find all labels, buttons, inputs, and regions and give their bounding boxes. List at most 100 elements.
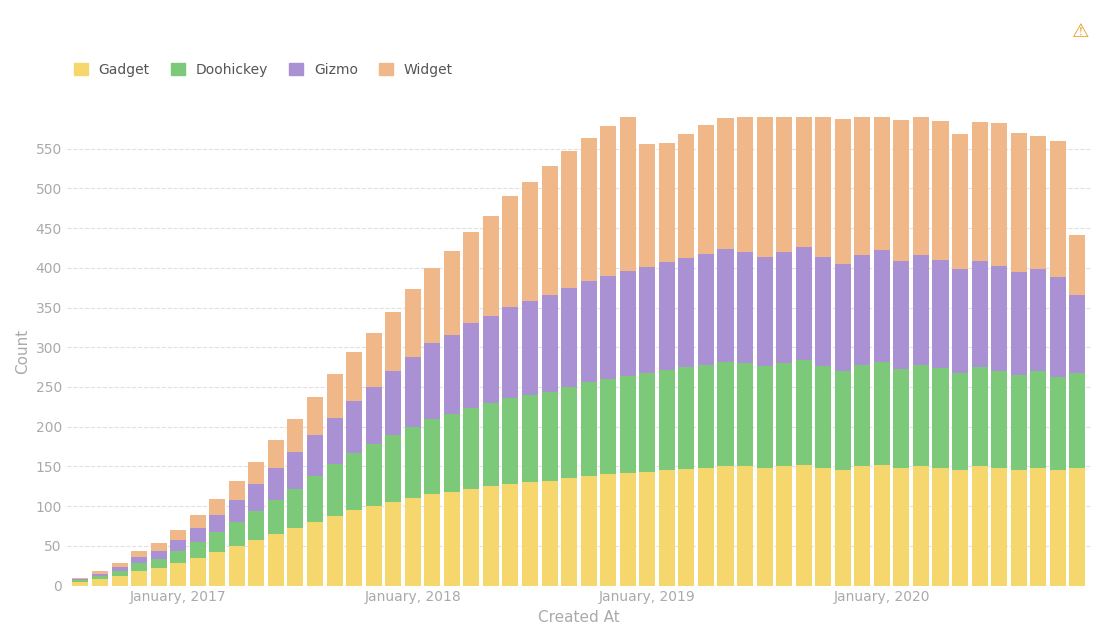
Bar: [601, 276, 616, 379]
Bar: [639, 374, 656, 472]
Bar: [229, 546, 244, 586]
Bar: [425, 419, 440, 494]
Bar: [346, 401, 362, 453]
Bar: [366, 333, 382, 387]
Bar: [757, 114, 773, 257]
Bar: [737, 467, 753, 586]
Bar: [659, 470, 675, 586]
Bar: [92, 579, 108, 586]
Bar: [639, 267, 656, 374]
Bar: [112, 563, 127, 567]
Bar: [132, 552, 147, 557]
Bar: [971, 122, 988, 260]
Bar: [854, 467, 870, 586]
Bar: [815, 366, 832, 468]
Bar: [581, 382, 596, 476]
Bar: [132, 572, 147, 586]
Bar: [1070, 372, 1085, 468]
Bar: [639, 144, 656, 267]
Bar: [835, 371, 851, 470]
Bar: [288, 489, 303, 529]
Bar: [483, 486, 499, 586]
Bar: [581, 476, 596, 586]
Bar: [249, 461, 264, 484]
Bar: [659, 262, 675, 371]
Bar: [112, 576, 127, 586]
Bar: [698, 365, 714, 468]
Bar: [619, 271, 636, 376]
Bar: [776, 363, 792, 467]
Bar: [932, 368, 949, 468]
Bar: [894, 468, 909, 586]
Bar: [112, 572, 127, 576]
Bar: [952, 269, 968, 374]
Bar: [190, 527, 206, 542]
Bar: [991, 371, 1008, 468]
Bar: [444, 414, 460, 492]
Bar: [678, 257, 695, 367]
Bar: [1011, 272, 1026, 375]
Bar: [718, 249, 733, 362]
Bar: [522, 483, 538, 586]
Bar: [307, 397, 323, 435]
Bar: [698, 253, 714, 365]
Bar: [150, 550, 167, 559]
Bar: [542, 166, 557, 295]
Bar: [795, 360, 812, 465]
Bar: [639, 472, 656, 586]
Bar: [366, 444, 382, 506]
Bar: [1070, 295, 1085, 372]
Bar: [718, 467, 733, 586]
Bar: [170, 563, 186, 586]
Bar: [366, 387, 382, 444]
Bar: [522, 182, 538, 301]
Bar: [346, 453, 362, 510]
Bar: [561, 478, 577, 586]
Bar: [912, 365, 929, 467]
Bar: [815, 257, 832, 366]
Bar: [601, 379, 616, 474]
Bar: [581, 280, 596, 382]
Bar: [737, 252, 753, 363]
Bar: [229, 500, 244, 522]
Bar: [991, 266, 1008, 371]
Bar: [502, 484, 519, 586]
Bar: [502, 307, 519, 398]
Bar: [1070, 236, 1085, 295]
Bar: [912, 467, 929, 586]
Bar: [971, 467, 988, 586]
Bar: [795, 108, 812, 247]
Bar: [229, 481, 244, 500]
Bar: [463, 323, 479, 408]
Bar: [659, 371, 675, 470]
Bar: [170, 530, 186, 540]
Bar: [73, 582, 88, 586]
Bar: [425, 343, 440, 419]
Bar: [483, 316, 499, 403]
Bar: [581, 138, 596, 280]
Bar: [1050, 141, 1066, 277]
Bar: [385, 371, 401, 435]
Bar: [894, 262, 909, 369]
Bar: [405, 427, 420, 498]
Bar: [502, 398, 519, 484]
Bar: [150, 543, 167, 550]
Bar: [835, 264, 851, 371]
Bar: [854, 255, 870, 365]
Bar: [952, 374, 968, 470]
Bar: [718, 362, 733, 467]
Bar: [1070, 468, 1085, 586]
Bar: [619, 473, 636, 586]
Bar: [874, 114, 890, 250]
Bar: [698, 125, 714, 253]
Bar: [463, 489, 479, 586]
Bar: [112, 567, 127, 572]
Bar: [288, 419, 303, 452]
Bar: [170, 540, 186, 550]
Bar: [150, 559, 167, 568]
Bar: [326, 464, 343, 516]
Bar: [1011, 133, 1026, 272]
Bar: [92, 576, 108, 579]
Bar: [73, 580, 88, 582]
Bar: [268, 500, 284, 534]
